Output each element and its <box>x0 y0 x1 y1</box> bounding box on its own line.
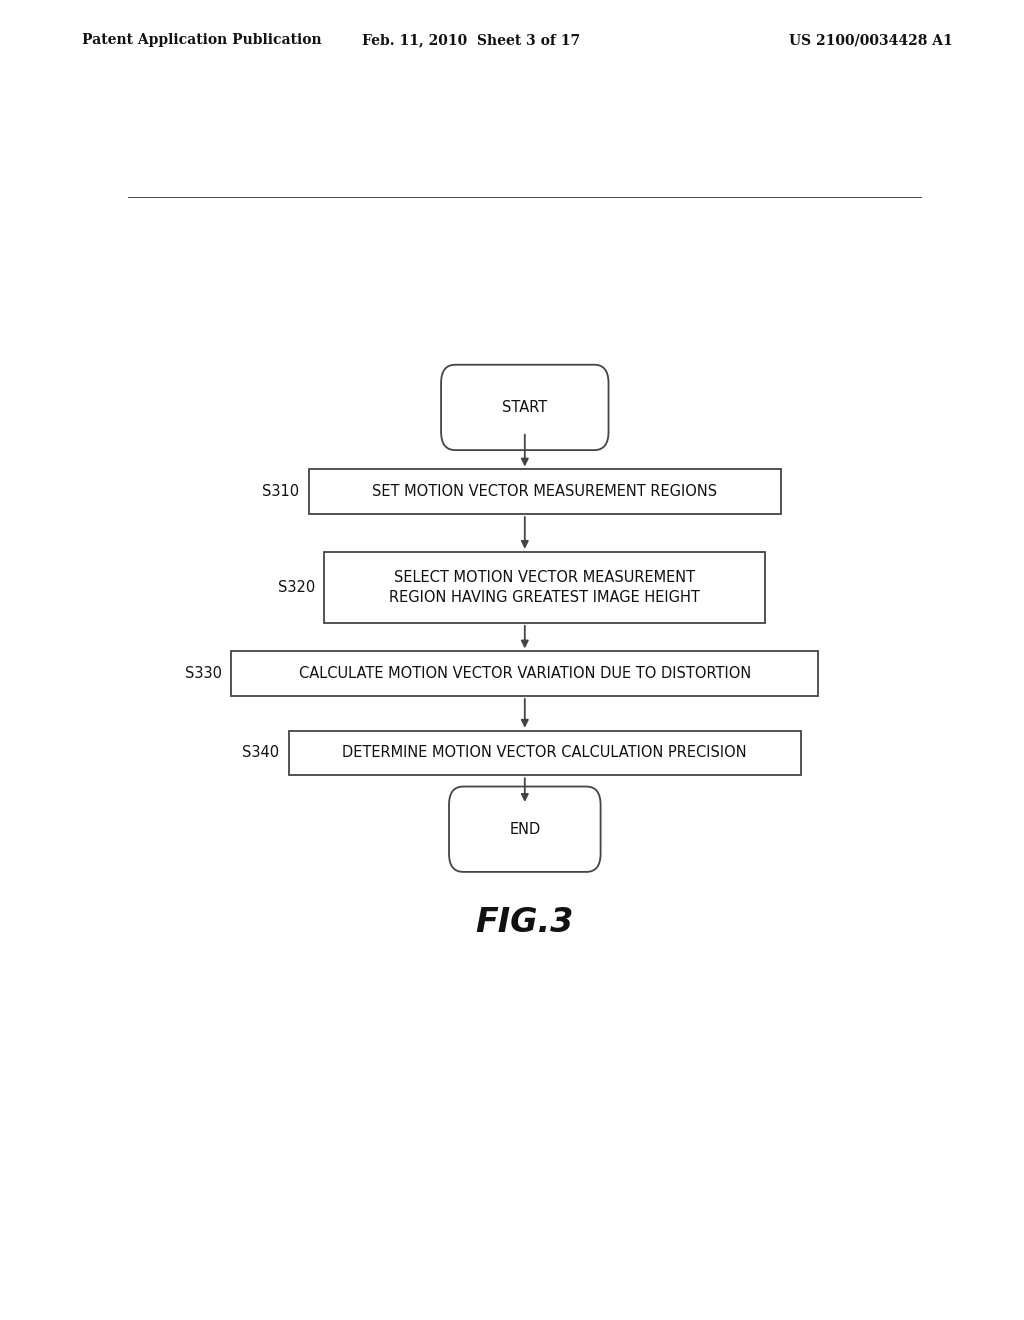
Text: START: START <box>502 400 548 414</box>
Text: US 2100/0034428 A1: US 2100/0034428 A1 <box>788 33 952 48</box>
Text: END: END <box>509 822 541 837</box>
Text: S310: S310 <box>262 484 299 499</box>
Bar <box>231 651 818 696</box>
Text: SET MOTION VECTOR MEASUREMENT REGIONS: SET MOTION VECTOR MEASUREMENT REGIONS <box>372 484 717 499</box>
Text: S320: S320 <box>278 579 315 595</box>
Text: Patent Application Publication: Patent Application Publication <box>82 33 322 48</box>
FancyBboxPatch shape <box>449 787 601 873</box>
Text: SELECT MOTION VECTOR MEASUREMENT
REGION HAVING GREATEST IMAGE HEIGHT: SELECT MOTION VECTOR MEASUREMENT REGION … <box>389 570 700 605</box>
Text: FIG.3: FIG.3 <box>475 907 574 940</box>
Text: CALCULATE MOTION VECTOR VARIATION DUE TO DISTORTION: CALCULATE MOTION VECTOR VARIATION DUE TO… <box>299 667 751 681</box>
Bar <box>308 470 780 515</box>
Bar <box>325 552 765 623</box>
Text: S330: S330 <box>184 667 221 681</box>
Text: Feb. 11, 2010  Sheet 3 of 17: Feb. 11, 2010 Sheet 3 of 17 <box>361 33 581 48</box>
FancyBboxPatch shape <box>441 364 608 450</box>
Text: DETERMINE MOTION VECTOR CALCULATION PRECISION: DETERMINE MOTION VECTOR CALCULATION PREC… <box>342 746 746 760</box>
Bar <box>289 731 801 775</box>
Text: S340: S340 <box>242 746 280 760</box>
